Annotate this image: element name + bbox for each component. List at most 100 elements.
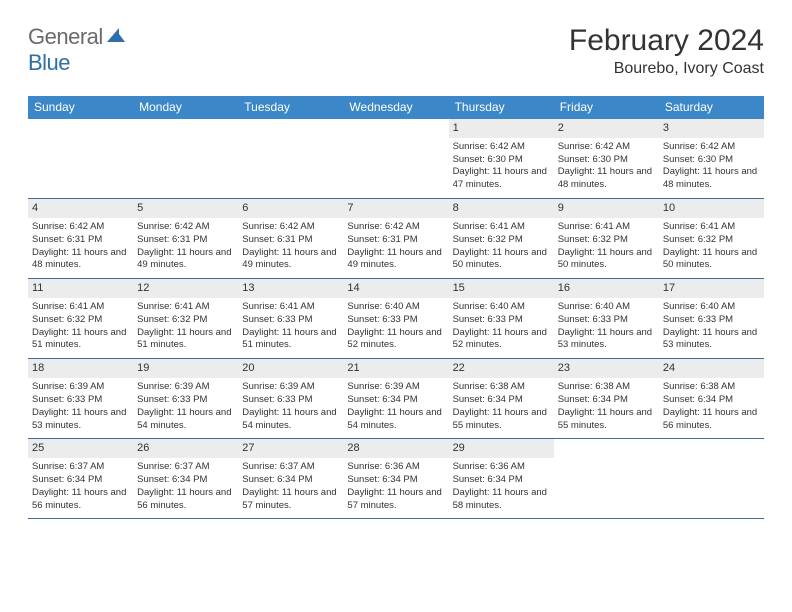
day-number: 5 — [133, 199, 238, 218]
daylight-text: Daylight: 11 hours and 54 minutes. — [242, 407, 339, 433]
calendar-cell: 6Sunrise: 6:42 AMSunset: 6:31 PMDaylight… — [238, 199, 343, 278]
day-number — [343, 119, 448, 138]
sunset-text: Sunset: 6:34 PM — [242, 474, 339, 487]
day-number: 28 — [343, 439, 448, 458]
daylight-text: Daylight: 11 hours and 57 minutes. — [347, 487, 444, 513]
daylight-text: Daylight: 11 hours and 55 minutes. — [453, 407, 550, 433]
daylight-text: Daylight: 11 hours and 55 minutes. — [558, 407, 655, 433]
sunrise-text: Sunrise: 6:36 AM — [453, 461, 550, 474]
sunset-text: Sunset: 6:32 PM — [137, 314, 234, 327]
weekday-saturday: Saturday — [659, 96, 764, 119]
calendar-cell: 4Sunrise: 6:42 AMSunset: 6:31 PMDaylight… — [28, 199, 133, 278]
sunrise-text: Sunrise: 6:42 AM — [347, 221, 444, 234]
day-number: 23 — [554, 359, 659, 378]
day-number: 9 — [554, 199, 659, 218]
day-number: 27 — [238, 439, 343, 458]
sunset-text: Sunset: 6:34 PM — [558, 394, 655, 407]
calendar-cell: 23 Sunrise: 6:38 AMSunset: 6:34 PMDayligh… — [554, 359, 659, 438]
sunrise-text: Sunrise: 6:38 AM — [453, 381, 550, 394]
daylight-text: Daylight: 11 hours and 54 minutes. — [137, 407, 234, 433]
sunset-text: Sunset: 6:34 PM — [32, 474, 129, 487]
sunrise-text: Sunrise: 6:41 AM — [453, 221, 550, 234]
calendar-cell — [659, 439, 764, 518]
calendar-week: 1Sunrise: 6:42 AMSunset: 6:30 PMDaylight… — [28, 119, 764, 199]
day-number: 1 — [449, 119, 554, 138]
daylight-text: Daylight: 11 hours and 56 minutes. — [663, 407, 760, 433]
weekday-wednesday: Wednesday — [343, 96, 448, 119]
calendar-body: 1Sunrise: 6:42 AMSunset: 6:30 PMDaylight… — [28, 119, 764, 519]
sunset-text: Sunset: 6:34 PM — [663, 394, 760, 407]
daylight-text: Daylight: 11 hours and 49 minutes. — [347, 247, 444, 273]
sunset-text: Sunset: 6:30 PM — [453, 154, 550, 167]
calendar-cell: 22Sunrise: 6:38 AMSunset: 6:34 PMDayligh… — [449, 359, 554, 438]
sunset-text: Sunset: 6:30 PM — [558, 154, 655, 167]
day-number: 8 — [449, 199, 554, 218]
calendar-cell: 5Sunrise: 6:42 AMSunset: 6:31 PMDaylight… — [133, 199, 238, 278]
daylight-text: Daylight: 11 hours and 50 minutes. — [663, 247, 760, 273]
day-number — [28, 119, 133, 138]
weekday-monday: Monday — [133, 96, 238, 119]
day-number: 26 — [133, 439, 238, 458]
brand-blue: Blue — [28, 50, 70, 75]
day-number: 6 — [238, 199, 343, 218]
calendar-cell: 14Sunrise: 6:40 AMSunset: 6:33 PMDayligh… — [343, 279, 448, 358]
sunset-text: Sunset: 6:33 PM — [558, 314, 655, 327]
calendar-cell — [554, 439, 659, 518]
sunset-text: Sunset: 6:34 PM — [347, 394, 444, 407]
day-number — [238, 119, 343, 138]
calendar-cell: 17Sunrise: 6:40 AMSunset: 6:33 PMDayligh… — [659, 279, 764, 358]
calendar-cell — [28, 119, 133, 198]
daylight-text: Daylight: 11 hours and 48 minutes. — [32, 247, 129, 273]
calendar-cell: 3Sunrise: 6:42 AMSunset: 6:30 PMDaylight… — [659, 119, 764, 198]
sunset-text: Sunset: 6:33 PM — [242, 314, 339, 327]
daylight-text: Daylight: 11 hours and 48 minutes. — [558, 166, 655, 192]
sunrise-text: Sunrise: 6:42 AM — [453, 141, 550, 154]
day-number: 18 — [28, 359, 133, 378]
sunrise-text: Sunrise: 6:42 AM — [32, 221, 129, 234]
calendar-cell: 7Sunrise: 6:42 AMSunset: 6:31 PMDaylight… — [343, 199, 448, 278]
day-number: 13 — [238, 279, 343, 298]
sunrise-text: Sunrise: 6:38 AM — [558, 381, 655, 394]
sunset-text: Sunset: 6:32 PM — [453, 234, 550, 247]
calendar-cell — [238, 119, 343, 198]
sunset-text: Sunset: 6:31 PM — [137, 234, 234, 247]
daylight-text: Daylight: 11 hours and 56 minutes. — [137, 487, 234, 513]
daylight-text: Daylight: 11 hours and 49 minutes. — [137, 247, 234, 273]
brand-text: GeneralBlue — [28, 24, 125, 76]
daylight-text: Daylight: 11 hours and 47 minutes. — [453, 166, 550, 192]
sunrise-text: Sunrise: 6:37 AM — [32, 461, 129, 474]
calendar-cell: 13Sunrise: 6:41 AMSunset: 6:33 PMDayligh… — [238, 279, 343, 358]
weekday-thursday: Thursday — [449, 96, 554, 119]
sunrise-text: Sunrise: 6:42 AM — [558, 141, 655, 154]
calendar-week: 25Sunrise: 6:37 AMSunset: 6:34 PMDayligh… — [28, 439, 764, 519]
location: Bourebo, Ivory Coast — [569, 60, 764, 78]
calendar-cell: 1 Sunrise: 6:42 AMSunset: 6:30 PMDaylight… — [449, 119, 554, 198]
daylight-text: Daylight: 11 hours and 51 minutes. — [242, 327, 339, 353]
calendar-cell: 15Sunrise: 6:40 AMSunset: 6:33 PMDayligh… — [449, 279, 554, 358]
calendar-cell: 10Sunrise: 6:41 AMSunset: 6:32 PMDayligh… — [659, 199, 764, 278]
day-number: 19 — [133, 359, 238, 378]
sunrise-text: Sunrise: 6:38 AM — [663, 381, 760, 394]
calendar-week: 11Sunrise: 6:41 AMSunset: 6:32 PMDayligh… — [28, 279, 764, 359]
daylight-text: Daylight: 11 hours and 57 minutes. — [242, 487, 339, 513]
sunrise-text: Sunrise: 6:40 AM — [663, 301, 760, 314]
sunset-text: Sunset: 6:32 PM — [558, 234, 655, 247]
sunrise-text: Sunrise: 6:39 AM — [242, 381, 339, 394]
day-number: 3 — [659, 119, 764, 138]
month-title: February 2024 — [569, 24, 764, 58]
sunset-text: Sunset: 6:31 PM — [242, 234, 339, 247]
calendar-cell: 29Sunrise: 6:36 AMSunset: 6:34 PMDayligh… — [449, 439, 554, 518]
day-number — [659, 439, 764, 458]
day-number: 21 — [343, 359, 448, 378]
calendar-cell: 9Sunrise: 6:41 AMSunset: 6:32 PMDaylight… — [554, 199, 659, 278]
daylight-text: Daylight: 11 hours and 51 minutes. — [32, 327, 129, 353]
weekday-tuesday: Tuesday — [238, 96, 343, 119]
day-number: 17 — [659, 279, 764, 298]
sunrise-text: Sunrise: 6:36 AM — [347, 461, 444, 474]
calendar-cell: 25Sunrise: 6:37 AMSunset: 6:34 PMDayligh… — [28, 439, 133, 518]
day-number: 14 — [343, 279, 448, 298]
sunrise-text: Sunrise: 6:41 AM — [32, 301, 129, 314]
sunset-text: Sunset: 6:33 PM — [137, 394, 234, 407]
day-number: 20 — [238, 359, 343, 378]
sunrise-text: Sunrise: 6:41 AM — [137, 301, 234, 314]
